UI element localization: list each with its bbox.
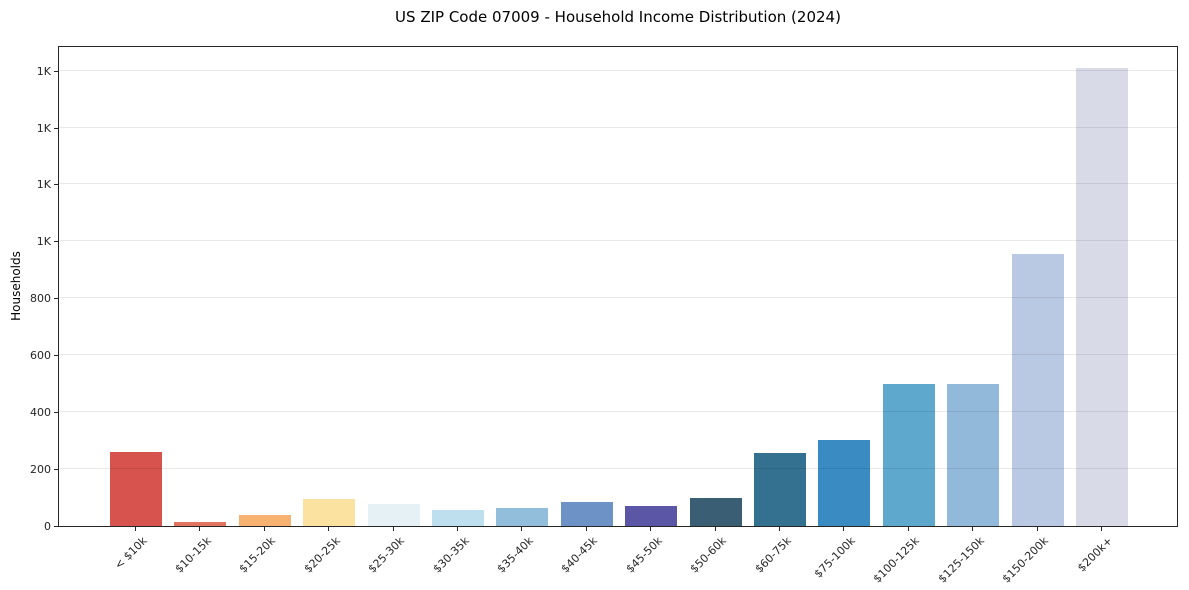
bar-< $10k — [110, 452, 162, 526]
x-tick-label: $50-60k — [687, 534, 730, 576]
x-tick-label: $30-35k — [430, 534, 472, 576]
y-tick-mark — [54, 298, 58, 300]
bar-$25-30k — [367, 503, 420, 526]
y-tick-mark — [54, 70, 58, 72]
x-tick-label: $40-45k — [559, 534, 601, 576]
bar-$150-200k — [1011, 254, 1064, 526]
gridline — [59, 69, 1177, 71]
x-tick-mark — [521, 527, 523, 531]
y-tick-mark — [54, 355, 58, 357]
x-tick-mark — [650, 527, 652, 531]
y-tick-label: 400 — [30, 406, 51, 420]
x-tick-mark — [199, 527, 201, 531]
bar-$20-25k — [303, 498, 356, 526]
y-tick-label: 200 — [30, 463, 51, 477]
x-tick-label: $150-200k — [999, 534, 1052, 586]
x-tick-label: $35-40k — [494, 534, 536, 576]
bar-$15-20k — [238, 515, 291, 526]
y-tick-label: 1K — [36, 64, 51, 78]
x-tick-mark — [1101, 527, 1102, 531]
bar-$30-35k — [432, 509, 484, 526]
y-tick-label: 1K — [36, 121, 51, 135]
x-tick-label: $75-100k — [811, 534, 858, 581]
bar-$40-45k — [560, 501, 613, 526]
x-tick-mark — [328, 527, 330, 531]
x-tick-label: $45-50k — [623, 534, 665, 576]
y-tick-mark — [54, 526, 58, 527]
bar-$45-50k — [625, 506, 678, 526]
gridline — [59, 297, 1177, 299]
x-tick-label: $15-20k — [237, 534, 279, 576]
bar-$125-150k — [947, 384, 1000, 526]
x-tick-label: $10-15k — [172, 534, 214, 576]
x-tick-mark — [843, 527, 845, 531]
x-tick-mark — [1036, 527, 1038, 531]
x-tick-mark — [263, 527, 265, 531]
y-tick-label: 0 — [44, 520, 51, 533]
x-tick-mark — [135, 527, 136, 531]
y-tick-label: 1K — [36, 235, 51, 249]
x-tick-label: $20-25k — [301, 534, 343, 576]
x-tick-mark — [907, 527, 909, 531]
x-tick-label: $200k+ — [1075, 534, 1116, 575]
x-tick-mark — [585, 527, 587, 531]
x-tick-label: $125-150k — [935, 534, 987, 586]
bar-$200k+ — [1076, 67, 1128, 526]
y-tick-mark — [54, 184, 58, 186]
gridline — [59, 468, 1177, 470]
bar-$100-125k — [882, 383, 935, 526]
y-tick-mark — [54, 241, 58, 243]
x-tick-mark — [779, 527, 780, 531]
x-tick-label: $25-30k — [365, 534, 408, 576]
gridline — [59, 126, 1177, 128]
chart-title: US ZIP Code 07009 - Household Income Dis… — [395, 8, 841, 26]
x-tick-mark — [392, 527, 394, 531]
x-tick-label: < $10k — [111, 534, 150, 572]
gridline — [59, 411, 1177, 413]
bar-$75-100k — [818, 440, 871, 526]
x-tick-label: $60-75k — [752, 534, 794, 576]
y-tick-label: 1K — [36, 178, 51, 192]
bar-$60-75k — [754, 452, 806, 526]
x-tick-mark — [457, 527, 458, 531]
y-tick-label: 600 — [30, 349, 51, 363]
bar-$50-60k — [689, 497, 742, 526]
y-tick-label: 800 — [30, 292, 51, 306]
x-tick-mark — [972, 527, 974, 531]
y-axis-label: Households — [9, 251, 23, 321]
y-tick-mark — [54, 412, 58, 414]
y-tick-mark — [54, 127, 58, 129]
gridline — [59, 354, 1177, 356]
gridline — [59, 240, 1177, 242]
bar-$10-15k — [174, 521, 227, 526]
bar-$35-40k — [496, 508, 549, 526]
x-tick-label: $100-125k — [871, 534, 923, 586]
x-tick-mark — [714, 527, 716, 531]
y-tick-mark — [54, 469, 58, 471]
plot-area — [58, 46, 1178, 527]
gridline — [59, 183, 1177, 185]
